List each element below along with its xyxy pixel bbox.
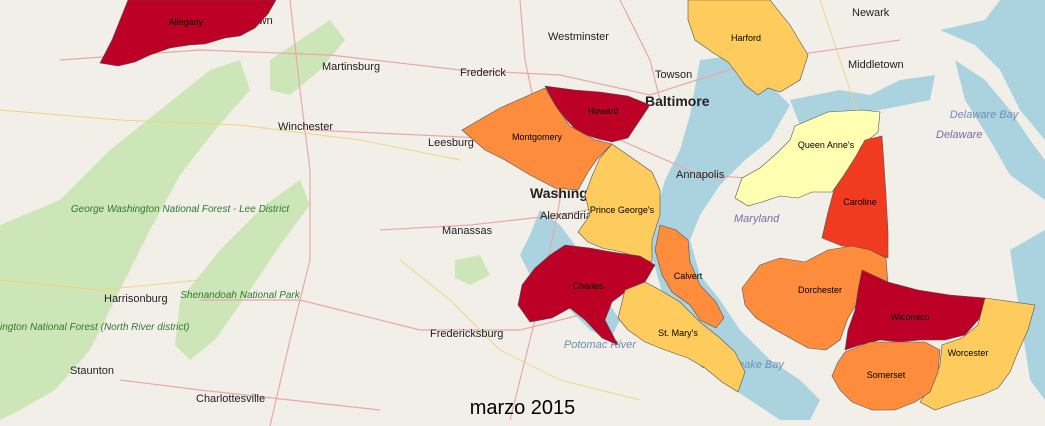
county-worcester[interactable] <box>919 297 1036 411</box>
county-label: St. Mary's <box>658 328 698 338</box>
city-label: Middletown <box>848 59 904 71</box>
water-label: Delaware Bay <box>950 109 1020 121</box>
county-somerset[interactable] <box>831 341 941 411</box>
city-label: Newark <box>852 7 890 19</box>
city-label: Baltimore <box>645 93 710 109</box>
county-labels: Allegany Harford Howard Montgomery Queen… <box>169 17 989 380</box>
county-label: Caroline <box>843 197 877 207</box>
county-queen-annes[interactable] <box>734 109 881 207</box>
county-howard[interactable] <box>544 85 651 143</box>
map-caption: marzo 2015 <box>469 397 576 419</box>
county-montgomery[interactable] <box>461 87 613 191</box>
city-label: Staunton <box>70 365 114 377</box>
county-label: Worcester <box>948 348 989 358</box>
county-prince-georges[interactable] <box>577 143 661 263</box>
forest-labels: George Washington National Forest - Lee … <box>0 204 301 333</box>
county-allegany[interactable] <box>99 0 277 67</box>
city-label: Towson <box>655 69 692 81</box>
city-label: Annapolis <box>676 169 725 181</box>
county-wicomico[interactable] <box>844 269 986 351</box>
state-label: Maryland <box>734 213 780 225</box>
state-label: Delaware <box>936 129 982 141</box>
county-charles[interactable] <box>517 244 656 346</box>
county-label: Dorchester <box>798 285 842 295</box>
city-label: Winchester <box>278 121 333 133</box>
county-calvert[interactable] <box>654 224 725 329</box>
county-label: Harford <box>731 33 761 43</box>
county-label: Howard <box>587 106 618 116</box>
forest-areas <box>0 20 490 420</box>
city-label: Leesburg <box>428 137 474 149</box>
county-label: Montgomery <box>512 132 563 142</box>
water-label: Potomac River <box>564 339 637 351</box>
city-label: Martinsburg <box>322 61 380 73</box>
city-label: Frederick <box>460 67 506 79</box>
county-label: Allegany <box>169 17 204 27</box>
county-layer[interactable] <box>99 0 1036 411</box>
forest-label: George Washington National Forest (North… <box>0 322 190 333</box>
county-label: Somerset <box>867 370 906 380</box>
county-label: Prince George's <box>590 205 655 215</box>
county-label: Wicomico <box>890 312 929 322</box>
county-harford[interactable] <box>687 0 809 96</box>
county-label: Charles <box>572 281 604 291</box>
forest-label: George Washington National Forest - Lee … <box>71 204 290 215</box>
city-label: Westminster <box>548 31 609 43</box>
forest-label: Shenandoah National Park <box>180 290 301 301</box>
city-label: Fredericksburg <box>430 328 503 340</box>
city-label: Alexandria <box>540 210 593 222</box>
city-label: Harrisonburg <box>104 293 168 305</box>
county-label: Queen Anne's <box>798 140 855 150</box>
city-label: Charlottesville <box>196 393 265 405</box>
county-st-marys[interactable] <box>617 281 746 393</box>
county-label: Calvert <box>674 271 703 281</box>
city-label: Manassas <box>442 225 493 237</box>
